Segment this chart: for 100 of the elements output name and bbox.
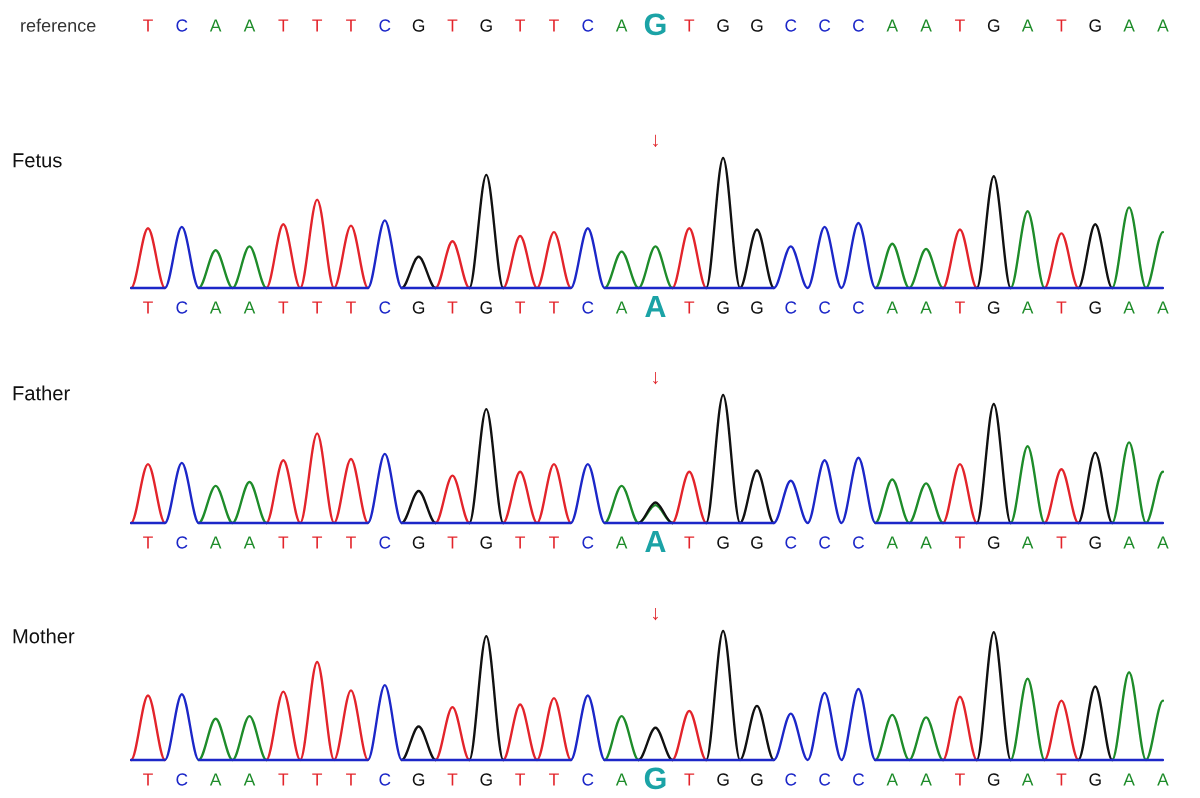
x-tick-label: A [209,773,222,786]
x-tick-label: T [515,536,526,549]
x-tick-label: A [1157,301,1169,314]
x-tick-label: A [615,773,628,786]
x-tick-label: G [412,536,425,549]
x-tick-label: T [1056,301,1067,314]
x-tick-label: G [987,301,1000,314]
x-tick-label: T [1056,773,1067,786]
category-label: A [615,19,628,32]
x-tick-label: T [515,301,526,314]
category-label: G [480,19,492,32]
x-tick-label: T [143,301,153,314]
text: ↓ [653,607,658,621]
x-tick-label: C [379,536,391,549]
x-tick-label: G [987,773,1000,786]
x-tick-label: G [644,767,666,790]
category-label: C [785,19,797,32]
x-tick-label: G [751,773,763,786]
x-tick-label: A [243,536,256,549]
x-tick-label: T [447,301,458,314]
x-tick-label: A [615,301,628,314]
x-tick-label: T [684,773,695,786]
category-label: G [751,19,763,32]
x-tick-label: A [645,295,666,317]
x-tick-label: A [920,773,932,786]
x-tick-label: T [447,773,458,786]
x-tick-label: T [143,773,153,786]
x-tick-label: C [176,301,188,314]
x-tick-label: T [955,301,965,314]
x-tick-label: T [278,301,289,314]
x-tick-label: G [717,301,729,314]
x-tick-label: T [346,301,356,314]
x-tick-label: A [615,536,628,549]
category-label: A [209,19,222,32]
x-tick-label: C [785,773,797,786]
x-tick-label: C [853,536,865,549]
chart-title: Fetus [13,153,62,168]
x-tick-label: C [582,301,594,314]
x-tick-label: A [1157,536,1169,549]
x-tick-label: C [853,773,865,786]
x-tick-label: T [684,536,695,549]
x-tick-label: G [717,536,729,549]
category-label: G [412,19,425,32]
x-tick-label: G [412,773,425,786]
category-label: T [955,19,965,32]
category-label: A [1123,19,1135,32]
x-tick-label: T [684,301,695,314]
x-tick-label: C [819,301,831,314]
x-tick-label: C [785,301,797,314]
text: ↓ [653,372,658,385]
category-label: C [176,19,188,32]
category-label: G [644,13,666,36]
category-label: T [346,19,356,32]
x-tick-label: T [312,536,323,549]
x-tick-label: A [243,301,256,314]
x-tick-label: T [515,773,526,786]
category-label: T [684,19,695,32]
chart-title: Mother [13,628,75,644]
x-tick-label: A [920,301,932,314]
category-label: G [1089,19,1101,32]
category-label: A [920,19,932,32]
x-tick-label: A [886,536,899,549]
x-tick-label: T [143,536,153,549]
chart-title: Father [13,385,70,401]
text: reference [21,18,96,32]
x-tick-label: T [346,536,356,549]
x-tick-label: G [987,536,1000,549]
x-tick-label: G [480,301,492,314]
category-label: G [987,19,1000,32]
x-tick-label: G [751,536,763,549]
category-label: A [1021,19,1034,32]
category-label: C [379,19,391,32]
category-label: C [853,19,865,32]
x-tick-label: G [480,536,492,549]
x-tick-label: T [955,773,965,786]
x-tick-label: A [243,773,256,786]
x-tick-label: G [1089,536,1101,549]
category-label: T [515,19,526,32]
x-tick-label: A [886,301,899,314]
category-label: T [278,19,289,32]
x-tick-label: C [582,773,594,786]
category-label: A [1157,19,1169,32]
x-tick-label: T [312,773,323,786]
x-tick-label: A [1123,773,1135,786]
x-tick-label: G [1089,773,1101,786]
x-tick-label: T [346,773,356,786]
category-label: T [1056,19,1067,32]
category-label: C [582,19,594,32]
x-tick-label: T [1056,536,1067,549]
x-tick-label: A [886,773,899,786]
x-tick-label: A [1021,536,1034,549]
x-tick-label: G [751,301,763,314]
x-tick-label: T [278,536,289,549]
x-tick-label: C [819,773,831,786]
x-tick-label: T [278,773,289,786]
x-tick-label: T [549,773,559,786]
category-label: T [143,19,153,32]
x-tick-label: C [176,773,188,786]
category-label: T [312,19,323,32]
x-tick-label: T [312,301,323,314]
